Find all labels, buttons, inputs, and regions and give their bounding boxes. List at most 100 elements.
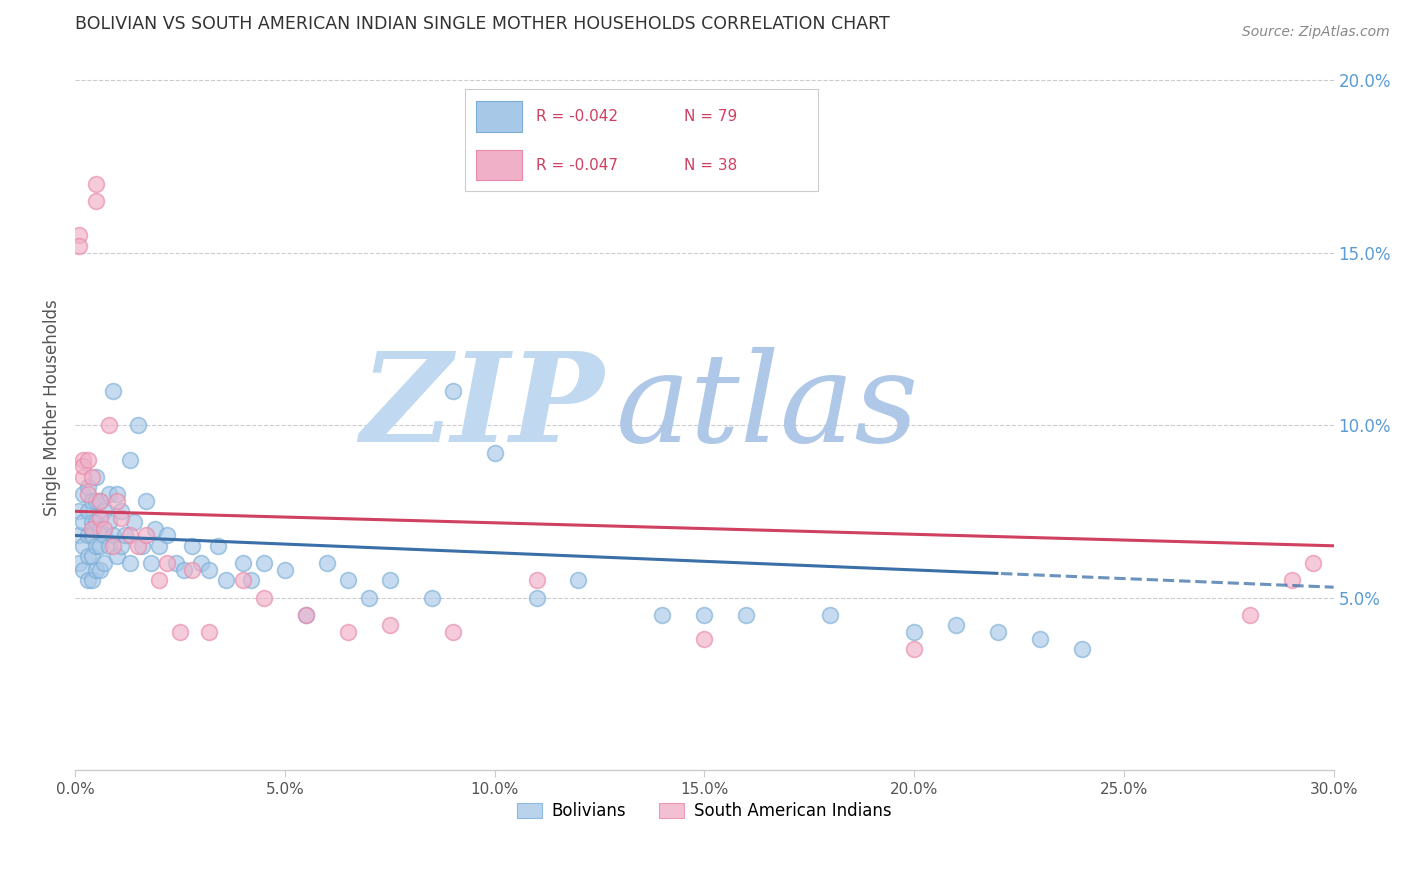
Point bbox=[118, 528, 141, 542]
Point bbox=[127, 539, 149, 553]
Point bbox=[89, 522, 111, 536]
Point bbox=[420, 591, 443, 605]
Point bbox=[1070, 642, 1092, 657]
Point bbox=[101, 528, 124, 542]
Point bbox=[274, 563, 297, 577]
Point bbox=[80, 528, 103, 542]
Legend: Bolivians, South American Indians: Bolivians, South American Indians bbox=[510, 796, 898, 827]
Point bbox=[1239, 607, 1261, 622]
Point bbox=[1281, 574, 1303, 588]
Point bbox=[67, 228, 90, 243]
Point bbox=[441, 625, 464, 640]
Point bbox=[101, 539, 124, 553]
Point bbox=[143, 522, 166, 536]
Point bbox=[357, 591, 380, 605]
Point bbox=[156, 528, 179, 542]
Point bbox=[131, 539, 153, 553]
Point bbox=[240, 574, 263, 588]
Point bbox=[97, 487, 120, 501]
Point bbox=[198, 625, 221, 640]
Point bbox=[89, 563, 111, 577]
Point bbox=[80, 574, 103, 588]
Point bbox=[693, 632, 716, 646]
Point bbox=[89, 511, 111, 525]
Point bbox=[190, 556, 212, 570]
Point bbox=[110, 511, 132, 525]
Point bbox=[215, 574, 238, 588]
Point bbox=[72, 459, 94, 474]
Point bbox=[232, 574, 254, 588]
Point bbox=[105, 549, 128, 563]
Point bbox=[135, 528, 157, 542]
Point bbox=[122, 515, 145, 529]
Point bbox=[526, 574, 548, 588]
Point bbox=[567, 574, 589, 588]
Text: atlas: atlas bbox=[616, 347, 920, 468]
Point bbox=[336, 625, 359, 640]
Point bbox=[84, 494, 107, 508]
Point bbox=[484, 445, 506, 459]
Point bbox=[148, 539, 170, 553]
Point bbox=[336, 574, 359, 588]
Point bbox=[84, 470, 107, 484]
Point bbox=[253, 591, 276, 605]
Point bbox=[101, 384, 124, 398]
Point bbox=[80, 522, 103, 536]
Point bbox=[378, 618, 401, 632]
Point bbox=[105, 487, 128, 501]
Point bbox=[84, 515, 107, 529]
Point bbox=[72, 539, 94, 553]
Point bbox=[181, 539, 204, 553]
Point bbox=[72, 470, 94, 484]
Point bbox=[118, 452, 141, 467]
Point bbox=[148, 574, 170, 588]
Point bbox=[76, 504, 98, 518]
Point bbox=[76, 574, 98, 588]
Point bbox=[67, 528, 90, 542]
Point bbox=[903, 642, 925, 657]
Point bbox=[169, 625, 191, 640]
Point bbox=[173, 563, 195, 577]
Point bbox=[97, 515, 120, 529]
Point bbox=[67, 504, 90, 518]
Text: ZIP: ZIP bbox=[360, 347, 603, 468]
Point bbox=[72, 452, 94, 467]
Point bbox=[84, 563, 107, 577]
Point bbox=[76, 480, 98, 494]
Point bbox=[693, 607, 716, 622]
Point bbox=[72, 563, 94, 577]
Point bbox=[80, 549, 103, 563]
Point bbox=[165, 556, 187, 570]
Point bbox=[76, 452, 98, 467]
Point bbox=[97, 418, 120, 433]
Point bbox=[818, 607, 841, 622]
Point bbox=[253, 556, 276, 570]
Point bbox=[987, 625, 1010, 640]
Text: BOLIVIAN VS SOUTH AMERICAN INDIAN SINGLE MOTHER HOUSEHOLDS CORRELATION CHART: BOLIVIAN VS SOUTH AMERICAN INDIAN SINGLE… bbox=[75, 15, 890, 33]
Point bbox=[232, 556, 254, 570]
Text: Source: ZipAtlas.com: Source: ZipAtlas.com bbox=[1241, 25, 1389, 39]
Point bbox=[80, 470, 103, 484]
Point bbox=[93, 556, 115, 570]
Point bbox=[651, 607, 673, 622]
Point bbox=[156, 556, 179, 570]
Point bbox=[76, 549, 98, 563]
Point bbox=[526, 591, 548, 605]
Point bbox=[84, 177, 107, 191]
Point bbox=[945, 618, 967, 632]
Point bbox=[198, 563, 221, 577]
Point bbox=[1029, 632, 1052, 646]
Point bbox=[735, 607, 758, 622]
Point bbox=[93, 528, 115, 542]
Point bbox=[315, 556, 337, 570]
Point bbox=[97, 539, 120, 553]
Point bbox=[1302, 556, 1324, 570]
Point bbox=[378, 574, 401, 588]
Point bbox=[207, 539, 229, 553]
Point bbox=[93, 522, 115, 536]
Point bbox=[903, 625, 925, 640]
Point bbox=[118, 556, 141, 570]
Point bbox=[105, 494, 128, 508]
Point bbox=[84, 194, 107, 208]
Point bbox=[441, 384, 464, 398]
